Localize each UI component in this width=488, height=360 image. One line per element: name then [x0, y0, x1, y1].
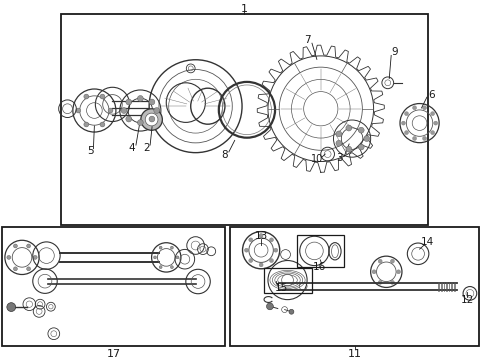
Text: 15: 15	[274, 283, 287, 293]
Circle shape	[430, 131, 434, 135]
Circle shape	[27, 267, 31, 271]
Circle shape	[33, 256, 37, 259]
Circle shape	[412, 136, 416, 140]
Circle shape	[145, 113, 158, 126]
Circle shape	[266, 303, 273, 310]
Bar	[297, 235, 343, 267]
Circle shape	[401, 121, 405, 125]
Text: 4: 4	[128, 143, 135, 153]
Circle shape	[433, 121, 437, 125]
Circle shape	[14, 244, 18, 248]
Circle shape	[125, 99, 131, 105]
Circle shape	[269, 258, 273, 262]
Circle shape	[345, 146, 351, 152]
Circle shape	[430, 112, 434, 116]
Circle shape	[159, 246, 162, 249]
Circle shape	[248, 238, 252, 242]
Circle shape	[141, 109, 162, 130]
Circle shape	[248, 258, 252, 262]
Circle shape	[7, 256, 11, 259]
Circle shape	[84, 94, 89, 99]
Circle shape	[259, 234, 263, 238]
Bar	[61, 14, 427, 225]
Circle shape	[170, 266, 173, 269]
Circle shape	[170, 246, 173, 249]
Circle shape	[27, 244, 31, 248]
Circle shape	[389, 280, 393, 284]
Text: 17: 17	[106, 348, 120, 359]
Text: 7: 7	[303, 35, 310, 45]
Circle shape	[159, 266, 162, 269]
Text: 14: 14	[420, 237, 434, 247]
Circle shape	[154, 108, 160, 113]
Circle shape	[269, 238, 273, 242]
Bar	[264, 268, 311, 293]
Text: 13: 13	[254, 231, 267, 241]
Circle shape	[244, 248, 248, 252]
Circle shape	[14, 267, 18, 271]
Circle shape	[121, 108, 127, 113]
Circle shape	[363, 136, 369, 141]
Circle shape	[422, 106, 426, 110]
Text: 10: 10	[310, 154, 323, 164]
Text: 3: 3	[336, 153, 343, 163]
Circle shape	[100, 94, 105, 99]
Text: 6: 6	[427, 90, 434, 100]
Text: 8: 8	[221, 150, 228, 160]
Circle shape	[108, 108, 113, 113]
Circle shape	[422, 136, 426, 140]
Circle shape	[76, 108, 81, 113]
Circle shape	[345, 125, 351, 131]
Circle shape	[137, 95, 143, 102]
Circle shape	[358, 127, 364, 133]
Circle shape	[389, 259, 393, 263]
Circle shape	[377, 259, 381, 263]
Text: 9: 9	[391, 47, 398, 57]
Circle shape	[149, 116, 155, 122]
Circle shape	[100, 122, 105, 127]
Circle shape	[137, 120, 143, 126]
Circle shape	[153, 256, 156, 259]
Circle shape	[404, 112, 407, 116]
Circle shape	[412, 106, 416, 110]
Circle shape	[358, 144, 364, 150]
Circle shape	[288, 309, 293, 314]
Text: 12: 12	[459, 294, 473, 305]
Circle shape	[125, 116, 131, 122]
Circle shape	[259, 263, 263, 267]
Text: 16: 16	[312, 262, 326, 272]
Text: 1: 1	[241, 4, 247, 14]
Circle shape	[377, 280, 381, 284]
Bar	[229, 227, 478, 346]
Circle shape	[335, 131, 341, 137]
Circle shape	[371, 270, 375, 274]
Text: 2: 2	[143, 143, 150, 153]
Text: 5: 5	[87, 146, 94, 156]
Bar	[2, 227, 224, 346]
Circle shape	[84, 122, 89, 127]
Circle shape	[404, 131, 407, 135]
Circle shape	[149, 99, 155, 105]
Circle shape	[7, 303, 16, 311]
Circle shape	[273, 248, 277, 252]
Circle shape	[176, 256, 179, 259]
Circle shape	[335, 140, 341, 146]
Text: 11: 11	[347, 348, 361, 359]
Circle shape	[396, 270, 400, 274]
